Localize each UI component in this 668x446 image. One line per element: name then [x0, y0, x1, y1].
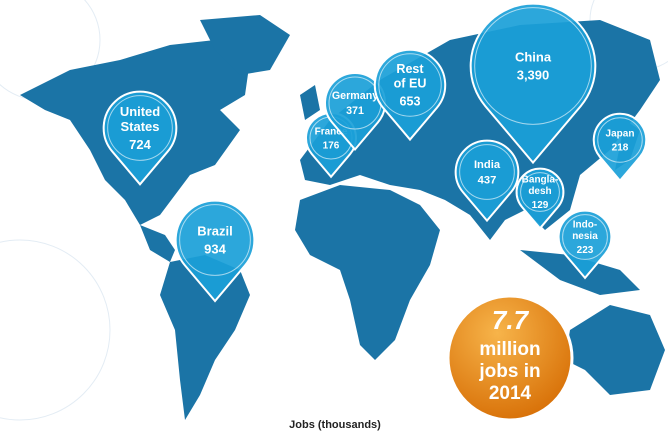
- pin-label: India: [474, 159, 501, 171]
- pin-ring: [474, 7, 592, 125]
- pin-ring: [597, 117, 643, 163]
- pin: [557, 209, 613, 280]
- pin-value: 223: [577, 245, 594, 256]
- pin-label: States: [121, 119, 160, 134]
- callout-text: 2014: [489, 383, 532, 404]
- caption: Jobs (thousands): [289, 419, 381, 431]
- pin: [454, 139, 520, 223]
- pin-label: Germany: [332, 90, 378, 102]
- pin-value: 437: [478, 175, 497, 187]
- pin-ring: [107, 95, 173, 161]
- pin-value: 176: [323, 140, 340, 151]
- pin-label: Brazil: [197, 223, 232, 238]
- pin-label: nesia: [572, 231, 598, 242]
- pin: [102, 90, 178, 186]
- pin: [515, 167, 565, 230]
- pin-label: Indo-: [573, 220, 597, 231]
- pin: [469, 2, 597, 165]
- pin: [373, 48, 447, 142]
- pin-ring: [378, 53, 442, 117]
- pin-label: desh: [528, 186, 551, 197]
- pin-label: United: [120, 104, 160, 119]
- pin-ring: [179, 204, 251, 276]
- pin-ring: [562, 214, 608, 260]
- pin-value: 724: [129, 137, 151, 152]
- callout-number: 7.7: [492, 305, 530, 335]
- pin-label: Rest: [396, 62, 424, 76]
- pin-value: 934: [204, 242, 226, 257]
- pin-ring: [459, 144, 515, 200]
- pin-value: 129: [532, 200, 549, 211]
- pin-label: Bangla-: [522, 175, 559, 186]
- pin-value: 371: [346, 105, 364, 117]
- pin-ring: [520, 172, 560, 212]
- callout-badge: [446, 294, 574, 422]
- callout-text: jobs in: [478, 361, 540, 382]
- callout: 7.7 million jobs in 2014: [446, 294, 574, 422]
- pin: [174, 199, 256, 303]
- pin-label: China: [515, 49, 552, 64]
- pin-value: 653: [400, 94, 421, 108]
- pin-label: of EU: [394, 77, 427, 91]
- pin-value: 218: [612, 142, 629, 153]
- callout-text: million: [479, 339, 540, 360]
- pin-value: 3,390: [517, 68, 550, 83]
- pin-label: France: [315, 126, 348, 137]
- pin-label: Japan: [606, 128, 635, 139]
- pin: [592, 112, 648, 183]
